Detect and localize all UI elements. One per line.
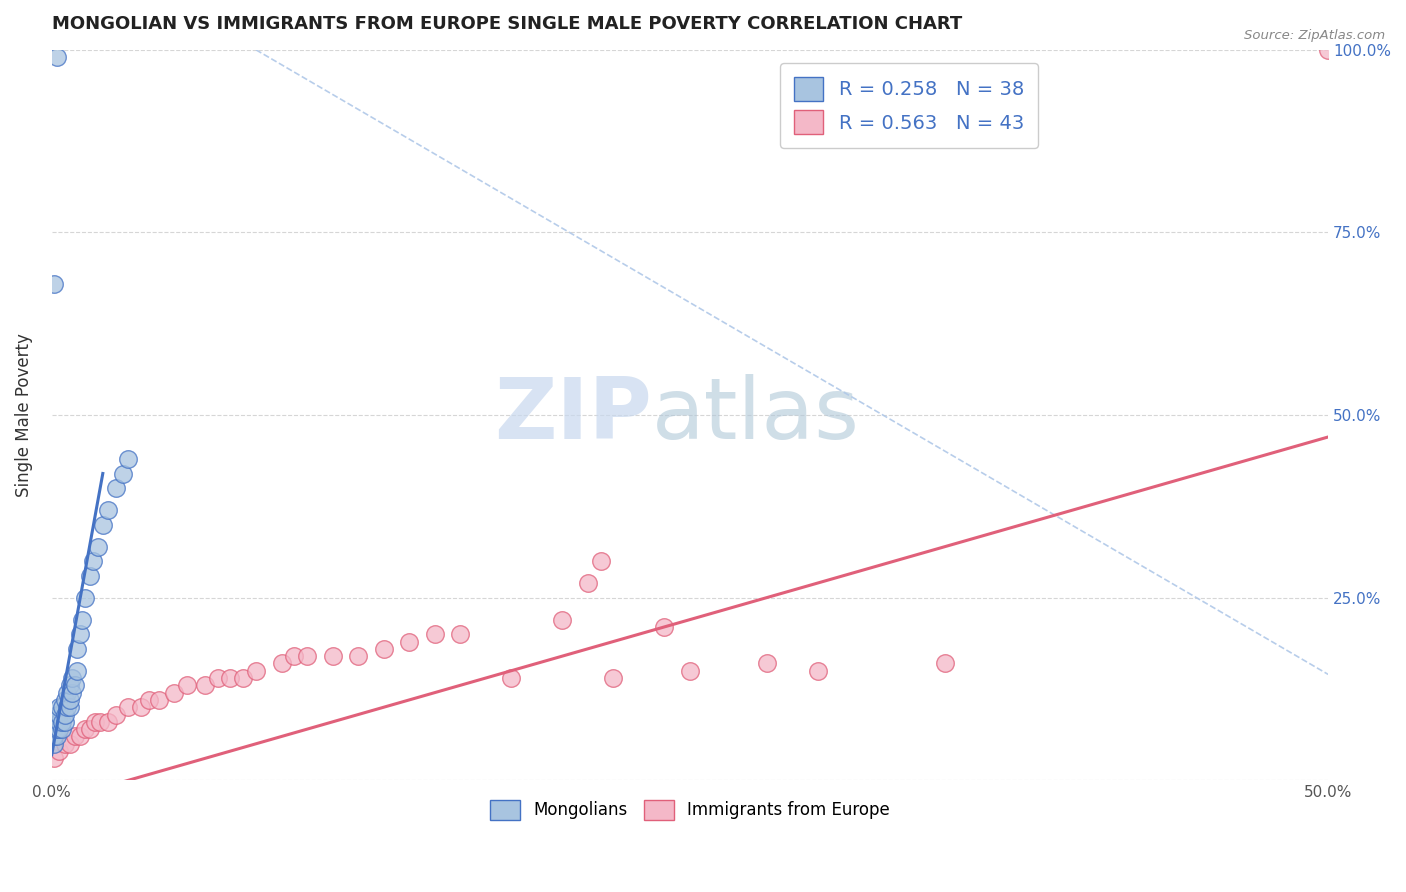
Point	[56, 700, 79, 714]
Point	[82, 554, 104, 568]
Point	[53, 737, 76, 751]
Text: atlas: atlas	[651, 374, 859, 457]
Point	[48, 707, 70, 722]
Point	[66, 641, 89, 656]
Point	[138, 693, 160, 707]
Point	[232, 671, 254, 685]
Point	[44, 730, 66, 744]
Point	[51, 700, 73, 714]
Point	[934, 657, 956, 671]
Point	[219, 671, 242, 685]
Point	[89, 714, 111, 729]
Point	[79, 568, 101, 582]
Point	[245, 664, 267, 678]
Point	[79, 722, 101, 736]
Point	[51, 714, 73, 729]
Point	[148, 693, 170, 707]
Point	[56, 686, 79, 700]
Point	[373, 641, 395, 656]
Point	[48, 744, 70, 758]
Point	[63, 678, 86, 692]
Point	[322, 649, 344, 664]
Point	[207, 671, 229, 685]
Point	[97, 714, 120, 729]
Text: ZIP: ZIP	[494, 374, 651, 457]
Point	[44, 751, 66, 765]
Point	[423, 627, 446, 641]
Point	[589, 554, 612, 568]
Point	[347, 649, 370, 664]
Point	[1317, 43, 1340, 57]
Point	[104, 707, 127, 722]
Point	[283, 649, 305, 664]
Point	[53, 693, 76, 707]
Point	[806, 664, 828, 678]
Point	[44, 722, 66, 736]
Point	[295, 649, 318, 664]
Text: MONGOLIAN VS IMMIGRANTS FROM EUROPE SINGLE MALE POVERTY CORRELATION CHART: MONGOLIAN VS IMMIGRANTS FROM EUROPE SING…	[52, 15, 962, 33]
Point	[129, 700, 152, 714]
Point	[51, 722, 73, 736]
Point	[755, 657, 778, 671]
Point	[97, 503, 120, 517]
Point	[117, 700, 139, 714]
Point	[163, 686, 186, 700]
Point	[86, 540, 108, 554]
Legend: Mongolians, Immigrants from Europe: Mongolians, Immigrants from Europe	[484, 793, 897, 827]
Point	[66, 664, 89, 678]
Text: Source: ZipAtlas.com: Source: ZipAtlas.com	[1244, 29, 1385, 42]
Point	[48, 722, 70, 736]
Point	[91, 517, 114, 532]
Point	[112, 467, 135, 481]
Point	[551, 613, 574, 627]
Point	[398, 634, 420, 648]
Point	[72, 613, 94, 627]
Point	[45, 730, 67, 744]
Point	[602, 671, 624, 685]
Point	[48, 714, 70, 729]
Point	[84, 714, 107, 729]
Point	[44, 737, 66, 751]
Point	[53, 707, 76, 722]
Point	[59, 678, 82, 692]
Point	[45, 714, 67, 729]
Y-axis label: Single Male Poverty: Single Male Poverty	[15, 333, 32, 497]
Point	[117, 451, 139, 466]
Point	[104, 481, 127, 495]
Point	[654, 620, 676, 634]
Point	[48, 700, 70, 714]
Point	[45, 707, 67, 722]
Point	[73, 722, 96, 736]
Point	[45, 50, 67, 64]
Point	[59, 700, 82, 714]
Point	[45, 722, 67, 736]
Point	[59, 737, 82, 751]
Point	[44, 277, 66, 291]
Point	[53, 714, 76, 729]
Point	[69, 730, 91, 744]
Point	[270, 657, 292, 671]
Point	[449, 627, 471, 641]
Point	[60, 671, 83, 685]
Point	[679, 664, 702, 678]
Point	[59, 693, 82, 707]
Point	[60, 686, 83, 700]
Point	[73, 591, 96, 605]
Point	[501, 671, 523, 685]
Point	[576, 576, 599, 591]
Point	[63, 730, 86, 744]
Point	[69, 627, 91, 641]
Point	[194, 678, 217, 692]
Point	[176, 678, 198, 692]
